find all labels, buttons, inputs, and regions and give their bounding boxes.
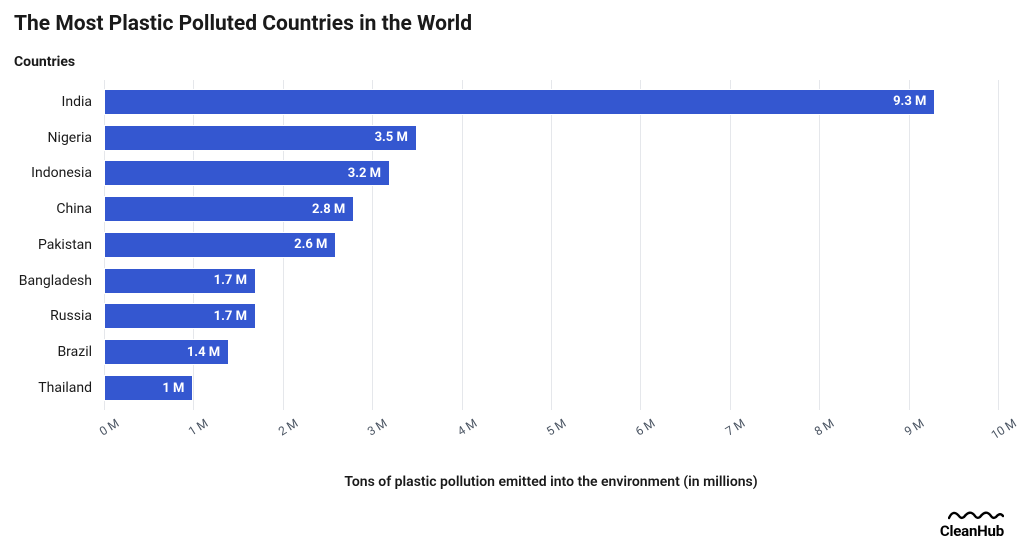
bar-value: 2.8 M xyxy=(312,202,345,217)
gridline xyxy=(998,80,999,410)
bar-value: 1.4 M xyxy=(187,345,220,360)
category-label: Brazil xyxy=(57,344,92,360)
bar-row: China2.8 M xyxy=(104,196,998,222)
bar-value: 9.3 M xyxy=(893,94,926,109)
x-tick: 3 M xyxy=(365,416,390,439)
brand-name: CleanHub xyxy=(940,522,1004,540)
category-label: Indonesia xyxy=(31,165,92,181)
brand-logo: CleanHub xyxy=(940,506,1004,540)
bar-value: 3.5 M xyxy=(375,130,408,145)
bar-value: 3.2 M xyxy=(348,166,381,181)
bar: 2.6 M xyxy=(104,232,336,258)
bar: 2.8 M xyxy=(104,196,354,222)
bar-row: Russia1.7 M xyxy=(104,303,998,329)
category-label: Pakistan xyxy=(38,237,92,253)
wave-icon xyxy=(948,506,1004,522)
y-axis-label: Countries xyxy=(14,54,1006,70)
x-axis: 0 M1 M2 M3 M4 M5 M6 M7 M8 M9 M10 M xyxy=(104,416,998,446)
chart-title: The Most Plastic Polluted Countries in t… xyxy=(14,12,1006,36)
category-label: China xyxy=(56,201,92,217)
bar: 3.5 M xyxy=(104,125,417,151)
x-tick: 2 M xyxy=(276,416,301,439)
x-tick: 5 M xyxy=(544,416,569,439)
bar: 9.3 M xyxy=(104,89,935,115)
x-tick: 4 M xyxy=(455,416,480,439)
x-axis-label: Tons of plastic pollution emitted into t… xyxy=(104,474,998,490)
plot-area: India9.3 M Nigeria3.5 M Indonesia3.2 M Chin… xyxy=(104,80,998,410)
bar-row: Nigeria3.5 M xyxy=(104,125,998,151)
bar-row: Pakistan2.6 M xyxy=(104,232,998,258)
x-tick: 10 M xyxy=(989,416,1019,442)
bars-container: India9.3 M Nigeria3.5 M Indonesia3.2 M Chin… xyxy=(104,80,998,410)
bar: 1.7 M xyxy=(104,268,256,294)
category-label: Bangladesh xyxy=(19,273,92,289)
bar-value: 1.7 M xyxy=(214,273,247,288)
category-label: Nigeria xyxy=(48,130,92,146)
category-label: Thailand xyxy=(38,380,92,396)
bar: 1.4 M xyxy=(104,339,229,365)
x-tick: 9 M xyxy=(902,416,927,439)
x-tick: 8 M xyxy=(812,416,837,439)
category-label: Russia xyxy=(50,308,92,324)
category-label: India xyxy=(62,94,92,110)
bar-row: Thailand1 M xyxy=(104,375,998,401)
bar-value: 1 M xyxy=(162,381,184,396)
x-tick: 1 M xyxy=(186,416,211,439)
bar-row: India9.3 M xyxy=(104,89,998,115)
x-tick: 6 M xyxy=(633,416,658,439)
bar: 1 M xyxy=(104,375,193,401)
x-tick: 0 M xyxy=(97,416,122,439)
bar: 1.7 M xyxy=(104,303,256,329)
bar-row: Brazil1.4 M xyxy=(104,339,998,365)
bar-value: 1.7 M xyxy=(214,309,247,324)
bar-value: 2.6 M xyxy=(294,237,327,252)
bar: 3.2 M xyxy=(104,160,390,186)
bar-row: Indonesia3.2 M xyxy=(104,160,998,186)
chart-area: India9.3 MNigeria3.5 MIndonesia3.2 MChin… xyxy=(14,80,1006,490)
bar-row: Bangladesh1.7 M xyxy=(104,268,998,294)
x-tick: 7 M xyxy=(723,416,748,439)
